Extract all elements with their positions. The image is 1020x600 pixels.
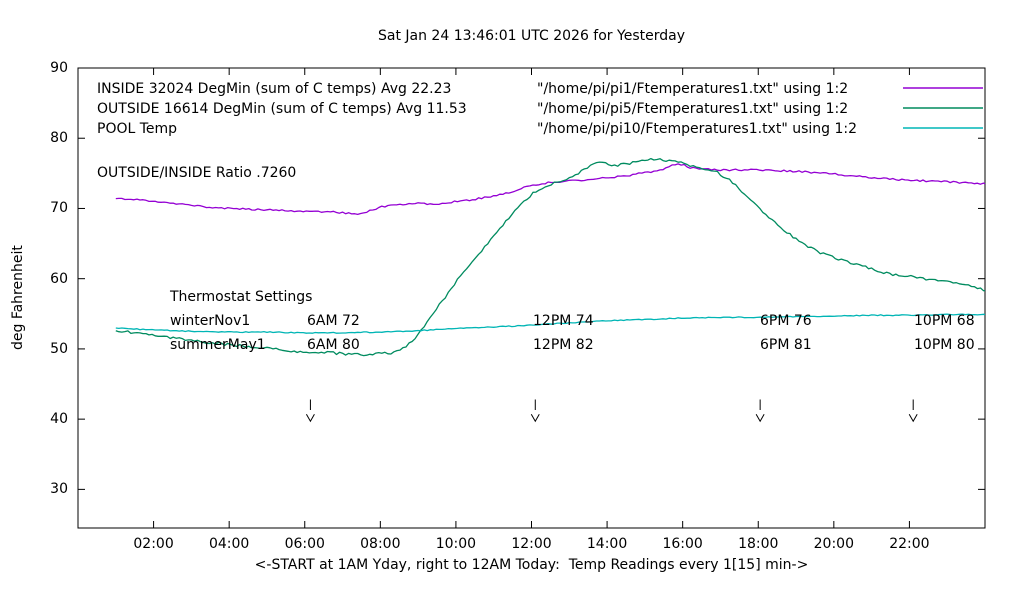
legend-file-pool: "/home/pi/pi10/Ftemperatures1.txt" using…: [537, 121, 858, 137]
x-tick-label: 20:00: [813, 536, 854, 552]
y-tick-label: 30: [50, 481, 68, 498]
y-axis-label: deg Fahrenheit: [10, 245, 26, 350]
thermostat-summer-10pm: 10PM 80: [914, 337, 975, 353]
thermostat-summer-12pm: 12PM 82: [533, 337, 594, 353]
legend-file-outside: "/home/pi/pi5/Ftemperatures1.txt" using …: [537, 101, 849, 117]
x-tick-label: 08:00: [360, 536, 401, 552]
thermostat-winter-6pm: 6PM 76: [760, 313, 812, 329]
series-line-inside: [115, 163, 986, 216]
chart-title: Sat Jan 24 13:46:01 UTC 2026 for Yesterd…: [378, 28, 685, 44]
thermostat-winter-6am: 6AM 72: [307, 313, 360, 329]
legend-label-inside: INSIDE 32024 DegMin (sum of C temps) Avg…: [97, 81, 452, 97]
y-tick-label: 60: [50, 270, 68, 287]
series-line-outside: [115, 157, 986, 357]
x-tick-label: 12:00: [511, 536, 552, 552]
series-line-pool: [115, 313, 986, 334]
x-tick-label: 18:00: [738, 536, 779, 552]
thermostat-winter-12pm: 12PM 74: [533, 313, 594, 329]
thermostat-winter-name: winterNov1: [170, 313, 251, 329]
y-tick-label: 70: [50, 200, 68, 217]
x-tick-label: 16:00: [662, 536, 703, 552]
ratio-annotation: OUTSIDE/INSIDE Ratio .7260: [97, 165, 297, 181]
thermostat-arrow-head: [305, 413, 315, 423]
thermostat-summer-6pm: 6PM 81: [760, 337, 812, 353]
thermostat-arrow-head: [755, 413, 765, 423]
legend-file-inside: "/home/pi/pi1/Ftemperatures1.txt" using …: [537, 81, 849, 97]
thermostat-settings-title: Thermostat Settings: [170, 289, 313, 305]
x-tick-label: 04:00: [208, 536, 250, 552]
y-tick-label: 50: [50, 340, 68, 357]
x-axis-label: <-START at 1AM Yday, right to 12AM Today…: [254, 557, 809, 573]
x-tick-label: 22:00: [889, 536, 930, 552]
x-tick-label: 14:00: [586, 536, 628, 552]
thermostat-winter-10pm: 10PM 68: [914, 313, 975, 329]
thermostat-arrow-head: [530, 413, 540, 423]
thermostat-summer-6am: 6AM 80: [307, 337, 360, 353]
x-tick-label: 10:00: [435, 536, 477, 552]
x-tick-label: 02:00: [133, 536, 174, 552]
thermostat-arrow-head: [908, 413, 918, 423]
legend-label-outside: OUTSIDE 16614 DegMin (sum of C temps) Av…: [97, 101, 467, 117]
legend-label-pool: POOL Temp: [97, 121, 178, 137]
x-tick-label: 06:00: [284, 536, 325, 552]
thermostat-summer-name: summerMay1: [170, 337, 266, 353]
y-tick-label: 40: [50, 411, 68, 428]
y-tick-label: 90: [50, 60, 68, 76]
y-tick-label: 80: [50, 130, 68, 147]
